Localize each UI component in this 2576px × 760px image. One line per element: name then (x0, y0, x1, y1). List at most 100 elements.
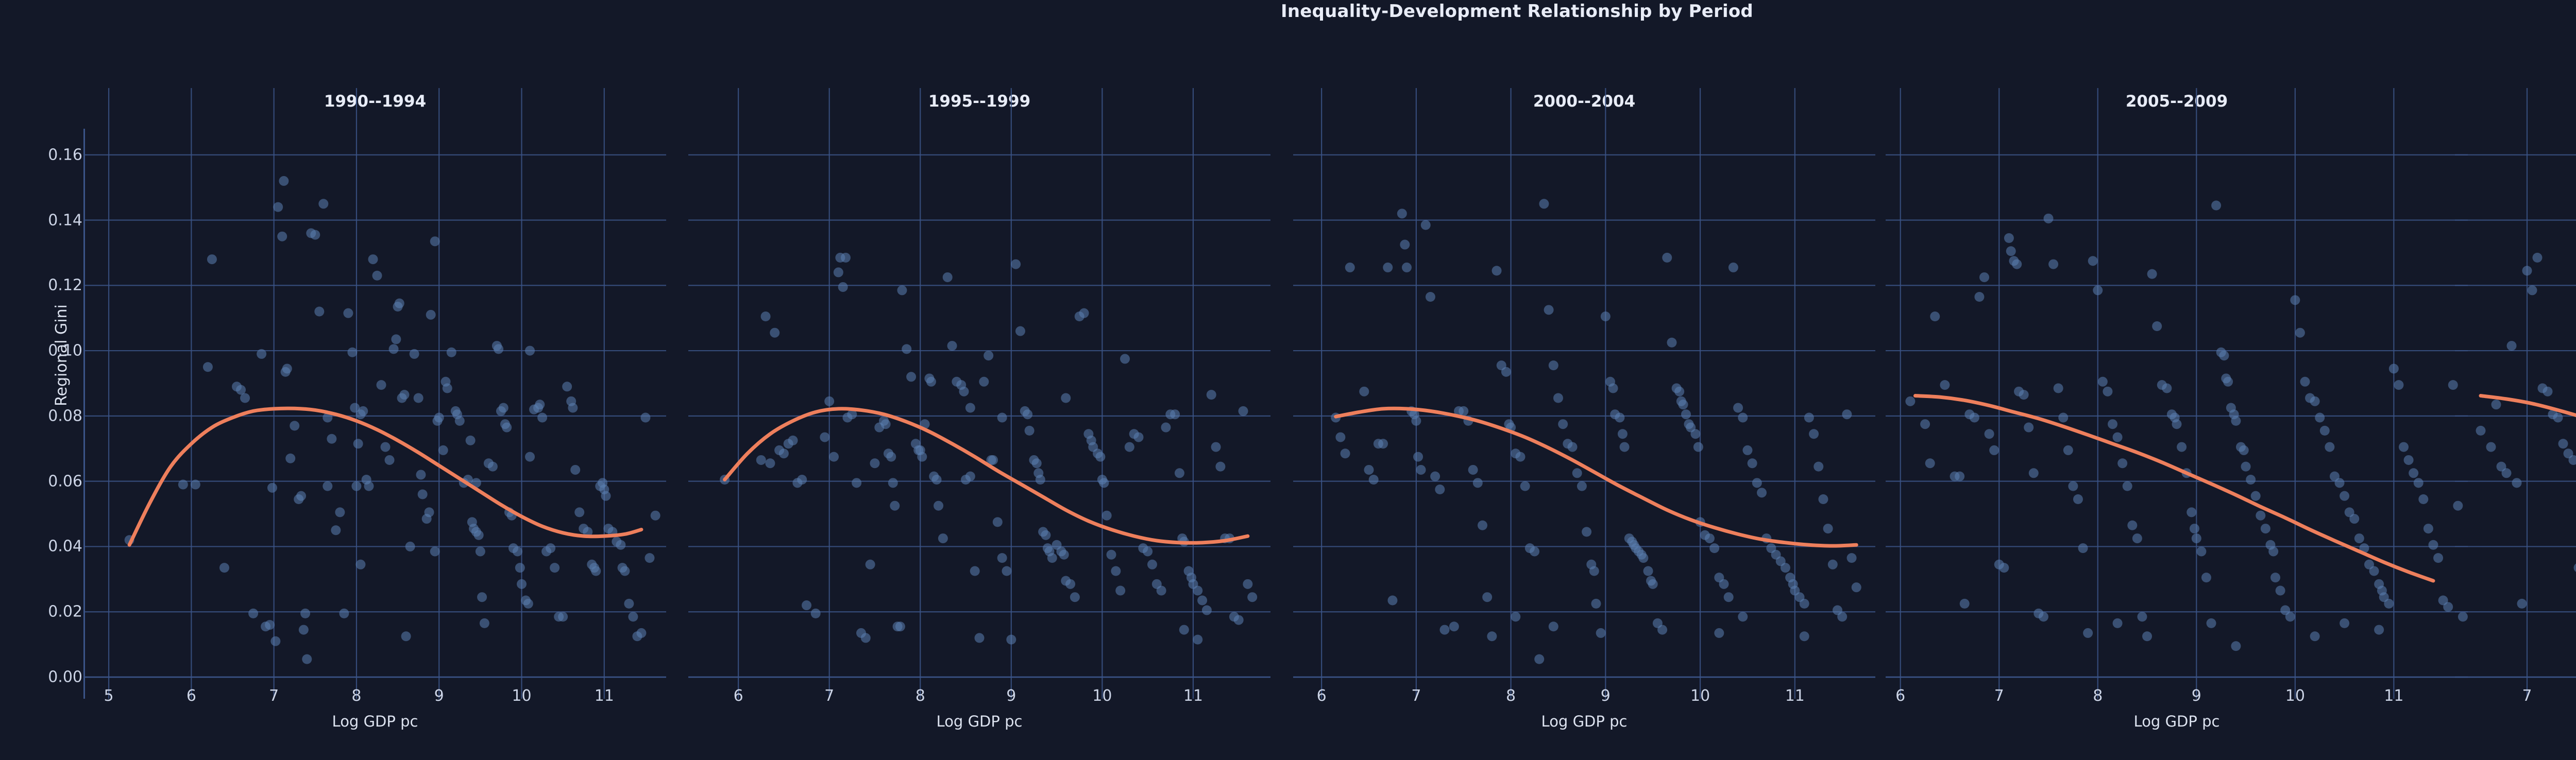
scatter-point (1723, 592, 1734, 602)
scatter-point (279, 176, 289, 186)
scatter-point (202, 362, 213, 372)
scatter-point (2453, 500, 2463, 511)
scatter-point (2496, 461, 2506, 472)
scatter-point (2006, 246, 2016, 256)
scatter-point (760, 312, 771, 322)
scatter-point (624, 598, 634, 609)
grid-lines (1886, 88, 2468, 699)
scatter-points (1331, 199, 1861, 664)
scatter-point (535, 400, 545, 410)
scatter-point (1515, 452, 1526, 462)
y-axis-tick-label: 0.08 (48, 407, 82, 425)
x-axis-tick-label: 10 (512, 687, 532, 705)
panel-title: 2010--2013 (2455, 88, 2576, 115)
scatter-point (351, 481, 362, 491)
scatter-point (2162, 383, 2172, 393)
scatter-point (2517, 598, 2527, 609)
scatter-point (236, 385, 246, 395)
scatter-point (895, 621, 905, 632)
panel-title: 1995--1999 (928, 92, 1031, 111)
scatter-point (1747, 458, 1757, 469)
chart-panel: 2010--20137891011Log GDP pc (2455, 88, 2576, 727)
scatter-point (583, 527, 593, 537)
scatter-point (446, 347, 456, 357)
scatter-point (2108, 419, 2118, 429)
scatter-point (1111, 566, 1121, 576)
scatter-point (2295, 327, 2305, 338)
scatter-point (426, 309, 436, 320)
scatter-point (1387, 595, 1398, 606)
scatter-point (1065, 579, 1076, 589)
scatter-point (1383, 262, 1393, 272)
scatter-point (1011, 259, 1021, 269)
scatter-point (2132, 533, 2142, 544)
plot-area (1886, 88, 2468, 699)
scatter-point (277, 231, 287, 241)
panel-title: 1990--1994 (324, 92, 427, 111)
scatter-point (1397, 209, 1407, 219)
plot-canvas (2455, 88, 2576, 699)
scatter-point (409, 349, 419, 359)
grid-lines (2455, 88, 2576, 699)
scatter-point (1364, 464, 1374, 475)
scatter-point (424, 507, 434, 517)
scatter-point (1156, 585, 1166, 596)
scatter-point (601, 491, 611, 501)
scatter-point (1534, 654, 1545, 664)
scatter-point (1101, 510, 1112, 521)
scatter-point (938, 533, 948, 544)
scatter-point (380, 442, 391, 452)
panel-title: 2000--2004 (1533, 92, 1636, 111)
scatter-point (2443, 602, 2453, 612)
scatter-point (442, 383, 452, 393)
scatter-point (1193, 634, 1203, 645)
scatter-point (1335, 432, 1346, 442)
scatter-point (820, 432, 830, 442)
scatter-point (479, 618, 489, 628)
scatter-point (401, 631, 411, 642)
scatter-point (2458, 612, 2468, 622)
scatter-point (391, 334, 401, 344)
scatter-point (1974, 291, 1985, 302)
scatter-point (2260, 524, 2270, 534)
scatter-point (2315, 412, 2325, 423)
scatter-point (756, 455, 766, 465)
scatter-point (2506, 341, 2517, 351)
scatter-point (331, 525, 341, 536)
scatter-point (2374, 625, 2384, 635)
scatter-point (1124, 442, 1134, 452)
scatter-point (1979, 272, 1990, 282)
scatter-point (2300, 376, 2310, 387)
scatter-point (282, 364, 292, 374)
scatter-point (1530, 546, 1540, 557)
scatter-point (1041, 530, 1051, 540)
scatter-point (926, 376, 936, 387)
y-axis-tick-label: 0.04 (48, 537, 82, 556)
chart-panel: 2005--2009 6 7 8 9 10 11 Log GDP pc (1886, 88, 2468, 730)
scatter-point (562, 382, 572, 392)
scatter-point (865, 559, 875, 569)
scatter-point (347, 347, 358, 357)
scatter-point (984, 351, 994, 361)
scatter-points (2476, 252, 2576, 609)
scatter-point (1520, 481, 1530, 491)
scatter-point (1468, 464, 1478, 475)
scatter-point (1487, 631, 1497, 642)
scatter-point (591, 566, 601, 576)
scatter-point (2058, 412, 2069, 423)
scatter-point (1733, 403, 1743, 413)
scatter-point (318, 199, 329, 209)
scatter-point (2239, 445, 2249, 455)
scatter-point (394, 298, 404, 308)
y-axis-tick-label: 0.06 (48, 472, 82, 491)
y-axis-tick-label: 0.14 (48, 211, 82, 229)
fit-line (127, 406, 643, 547)
scatter-point (2223, 376, 2233, 387)
scatter-point (890, 500, 900, 511)
scatter-point (1678, 400, 1688, 410)
y-axis-tick-label: 0.12 (48, 276, 82, 295)
scatter-point (2384, 598, 2394, 609)
scatter-point (2122, 481, 2132, 491)
scatter-point (434, 412, 444, 423)
scatter-point (1435, 484, 1445, 494)
